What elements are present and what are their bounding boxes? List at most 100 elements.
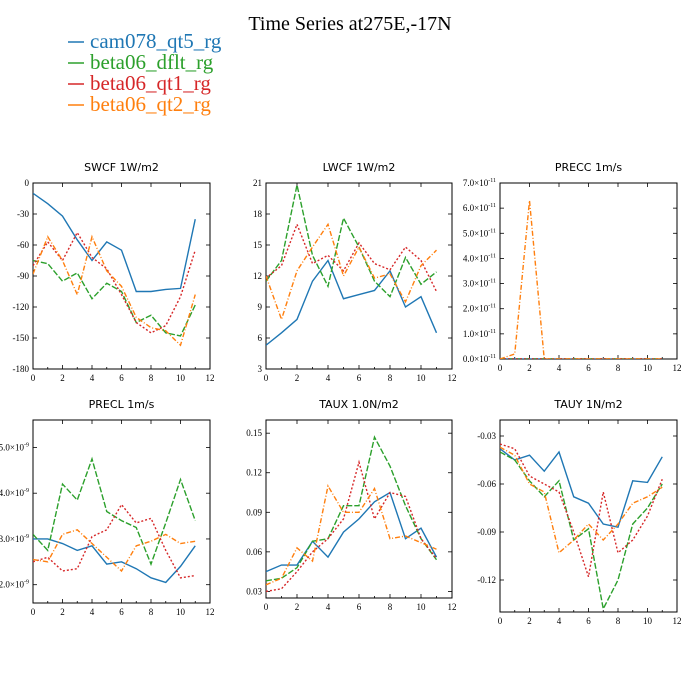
y-tick-label: -180 [13,364,30,374]
x-tick-label: 12 [206,373,215,383]
y-tick-label: 0.06 [246,547,262,557]
x-tick-label: 10 [417,373,427,383]
series-line-beta06_qt1_rg [266,222,438,292]
panel-title: LWCF 1W/m2 [323,161,396,174]
series-line-beta06_dflt_rg [500,451,663,611]
x-tick-label: 8 [149,373,154,383]
x-tick-label: 10 [176,373,186,383]
x-tick-label: 4 [90,373,95,383]
series-line-cam078_qt5_rg [33,192,196,293]
x-tick-label: 2 [527,616,532,626]
panel-6: TAUY 1N/m2 0 2 4 6 8 10 12 -0.12 -0.09 -0.06 -0.03 [477,398,681,626]
x-tick-label: 2 [295,373,300,383]
y-tick-label: -120 [13,302,30,312]
x-tick-label: 8 [616,363,621,373]
x-tick-label: 12 [448,373,457,383]
y-tick-label: 0.03 [246,586,262,596]
x-tick-label: 0 [31,373,36,383]
series-line-cam078_qt5_rg [33,538,196,584]
x-tick-label: 10 [643,616,653,626]
series-line-beta06_qt2_rg [266,222,437,322]
y-tick-label: -60 [17,240,29,250]
legend-label-beta06_qt2_rg: beta06_qt2_rg [90,92,211,116]
plot-frame [499,182,678,360]
y-tick-label: -90 [17,271,29,281]
panel-title: PRECC 1m/s [555,161,623,174]
series-line-beta06_qt1_rg [33,231,196,334]
x-tick-label: 8 [149,607,154,617]
y-tick-label: -30 [17,209,29,219]
y-tick-label: -0.09 [477,527,496,537]
x-tick-label: 12 [673,616,682,626]
series-line-beta06_qt2_rg [33,529,196,573]
x-tick-label: 0 [498,363,503,373]
series-line-beta06_qt1_rg [266,459,438,593]
x-tick-label: 2 [527,363,532,373]
series-line-beta06_qt2_rg [500,446,663,555]
y-tick-label: 15 [253,240,263,250]
panel-title: TAUX 1.0N/m2 [318,398,399,411]
series-line-beta06_qt2_rg [266,484,437,586]
x-tick-label: 4 [90,607,95,617]
x-tick-label: 10 [176,607,186,617]
x-tick-label: 6 [119,607,124,617]
figure-title: Time Series at275E,-17N [248,13,451,35]
legend-label-cam078_qt5_rg: cam078_qt5_rg [90,29,222,53]
x-tick-label: 12 [448,602,457,612]
x-tick-label: 4 [326,602,331,612]
x-tick-label: 6 [586,616,591,626]
x-tick-label: 6 [357,602,362,612]
series-line-cam078_qt5_rg [266,259,438,346]
y-tick-label: 6 [258,333,263,343]
y-tick-label: 0 [25,178,30,188]
x-tick-label: 4 [557,616,562,626]
y-tick-label: 0.12 [246,468,262,478]
y-tick-label: 3.0×10-9 [0,534,29,544]
x-tick-label: 6 [357,373,362,383]
legend-label-beta06_qt1_rg: beta06_qt1_rg [90,71,211,95]
x-tick-label: 0 [264,373,269,383]
x-tick-label: 4 [326,373,331,383]
x-tick-label: 4 [557,363,562,373]
y-tick-label: 9 [258,302,263,312]
x-tick-label: 10 [643,363,653,373]
y-tick-label: 2.0×10-11 [463,304,496,314]
series-line-cam078_qt5_rg [500,448,663,529]
y-tick-label: 21 [253,178,262,188]
y-tick-label: 5.0×10-11 [463,228,496,238]
panel-title: SWCF 1W/m2 [84,161,159,174]
x-tick-label: 8 [388,373,393,383]
legend-label-beta06_dflt_rg: beta06_dflt_rg [90,50,214,74]
panel-5: TAUX 1.0N/m2 0 2 4 6 8 10 12 0.03 0.06 0.09 0.12 0.1… [246,398,456,612]
panel-title: TAUY 1N/m2 [553,398,622,411]
series-line-beta06_qt1_rg [500,443,663,578]
y-tick-label: 4.0×10-11 [463,253,496,263]
x-tick-label: 10 [417,602,427,612]
y-tick-label: -0.06 [477,479,496,489]
y-tick-label: 1.0×10-11 [463,329,496,339]
y-tick-label: -0.03 [477,431,496,441]
plot-frame [499,419,678,613]
x-tick-label: 2 [295,602,300,612]
x-tick-label: 12 [206,607,215,617]
panel-4: PRECL 1m/s 0 2 4 6 8 10 12 2.0×10-9 3.0×10-9 4.0×1… [0,398,215,617]
y-tick-label: -0.12 [477,575,496,585]
x-tick-label: 6 [586,363,591,373]
plot-frame [265,182,453,370]
x-tick-label: 0 [31,607,36,617]
y-tick-label: 12 [253,271,262,281]
series-line-beta06_dflt_rg [33,456,196,567]
y-tick-label: 0.0×10-11 [463,354,496,364]
x-tick-label: 6 [119,373,124,383]
panel-title: PRECL 1m/s [89,398,155,411]
y-tick-label: 5.0×10-9 [0,442,29,452]
panel-1: SWCF 1W/m2 0 2 4 6 8 10 12 -180 -150 -120 -90 -60 -30… [13,161,215,383]
x-tick-label: 8 [616,616,621,626]
x-tick-label: 0 [498,616,503,626]
panels: SWCF 1W/m2 0 2 4 6 8 10 12 -180 -150 -120 -90 -60 -30… [0,161,682,626]
plot-frame [265,419,453,599]
x-tick-label: 12 [673,363,682,373]
y-tick-label: 6.0×10-11 [463,203,496,213]
panel-2: LWCF 1W/m2 0 2 4 6 8 10 12 3 6 9 12 15 18 21 [253,161,457,383]
